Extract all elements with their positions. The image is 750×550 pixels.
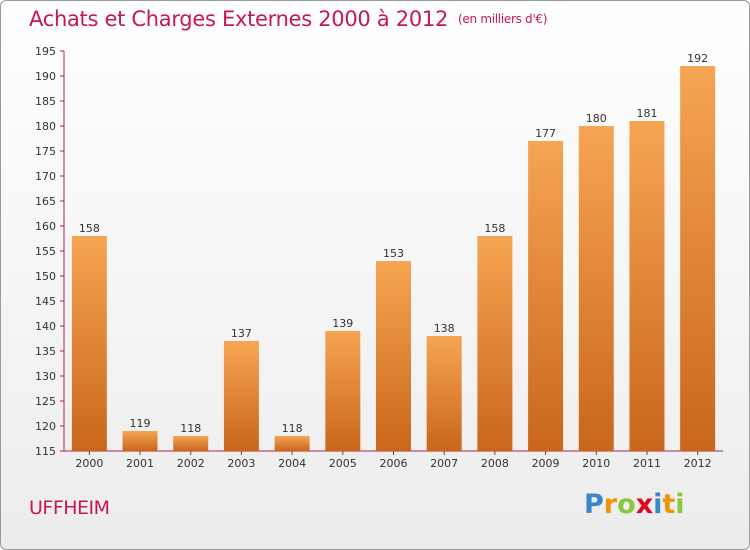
bar	[71, 236, 107, 451]
bar-value-label: 138	[434, 322, 455, 335]
bar-value-label: 181	[636, 107, 657, 120]
y-tick-label: 120	[35, 420, 56, 433]
chart-subtitle: (en milliers d'€)	[458, 12, 548, 26]
x-tick-label: 2004	[278, 457, 306, 470]
y-tick-label: 180	[35, 120, 56, 133]
bar-value-label: 192	[687, 52, 708, 65]
y-tick-label: 165	[35, 195, 56, 208]
bar	[426, 336, 462, 451]
logo-letter: i	[653, 489, 663, 520]
bar-value-label: 158	[79, 222, 100, 235]
y-tick-label: 170	[35, 170, 56, 183]
y-tick-label: 135	[35, 345, 56, 358]
bars: 158 119 118 137 118 139 153 138 158 177 180 181 192	[71, 52, 716, 451]
x-axis: 2000 2001 2002 2003 2004 2005 2006 2007 2008 2009…	[64, 450, 723, 470]
bar-value-label: 158	[484, 222, 505, 235]
y-tick-label: 140	[35, 320, 56, 333]
bar	[122, 431, 158, 451]
y-tick-label: 155	[35, 245, 56, 258]
bar	[173, 436, 209, 451]
town-name: UFFHEIM	[29, 497, 110, 519]
x-tick-label: 2007	[430, 457, 458, 470]
bar	[223, 341, 259, 451]
y-tick-label: 115	[35, 445, 56, 458]
title-text: Achats et Charges Externes 2000 à 2012	[29, 7, 449, 31]
bar-value-label: 177	[535, 127, 556, 140]
y-tick-label: 125	[35, 395, 56, 408]
logo-letter: o	[617, 489, 636, 520]
y-tick-label: 145	[35, 295, 56, 308]
bar	[477, 236, 513, 451]
x-tick-label: 2003	[227, 457, 255, 470]
logo-letter: P	[584, 489, 604, 520]
x-tick-label: 2000	[75, 457, 103, 470]
y-tick-label: 175	[35, 145, 56, 158]
bar-value-label: 119	[130, 417, 151, 430]
logo-letter: r	[603, 489, 618, 520]
logo-letter: x	[635, 489, 654, 520]
bar	[528, 141, 564, 451]
y-tick-label: 130	[35, 370, 56, 383]
logo-letter: i	[675, 489, 685, 520]
bar-value-label: 118	[282, 422, 303, 435]
x-tick-label: 2001	[126, 457, 154, 470]
y-tick-label: 160	[35, 220, 56, 233]
bar	[376, 261, 411, 451]
y-axis: 115 120 125 130 135 140 145 150 155 160 165 170 175 1…	[35, 45, 65, 458]
bar	[629, 121, 665, 451]
chart-title: Achats et Charges Externes 2000 à 2012 (e…	[29, 7, 547, 31]
x-tick-label: 2009	[532, 457, 560, 470]
bar-value-label: 180	[586, 112, 607, 125]
bar-value-label: 118	[180, 422, 201, 435]
bar-value-label: 137	[231, 327, 252, 340]
x-tick-label: 2012	[684, 457, 712, 470]
x-tick-label: 2010	[582, 457, 610, 470]
proxiti-logo: Proxiti	[584, 489, 685, 520]
y-tick-label: 195	[35, 45, 56, 58]
bar	[578, 126, 614, 451]
x-tick-label: 2005	[329, 457, 357, 470]
y-tick-label: 185	[35, 95, 56, 108]
y-tick-label: 150	[35, 270, 56, 283]
bar	[680, 66, 716, 451]
x-tick-label: 2011	[633, 457, 661, 470]
bar-value-label: 139	[332, 317, 353, 330]
x-tick-label: 2002	[177, 457, 205, 470]
x-tick-label: 2006	[380, 457, 408, 470]
bar	[325, 331, 361, 451]
x-tick-label: 2008	[481, 457, 509, 470]
logo-letter: t	[662, 489, 676, 520]
y-tick-label: 190	[35, 70, 56, 83]
bar-value-label: 153	[383, 247, 404, 260]
bar	[274, 436, 310, 451]
